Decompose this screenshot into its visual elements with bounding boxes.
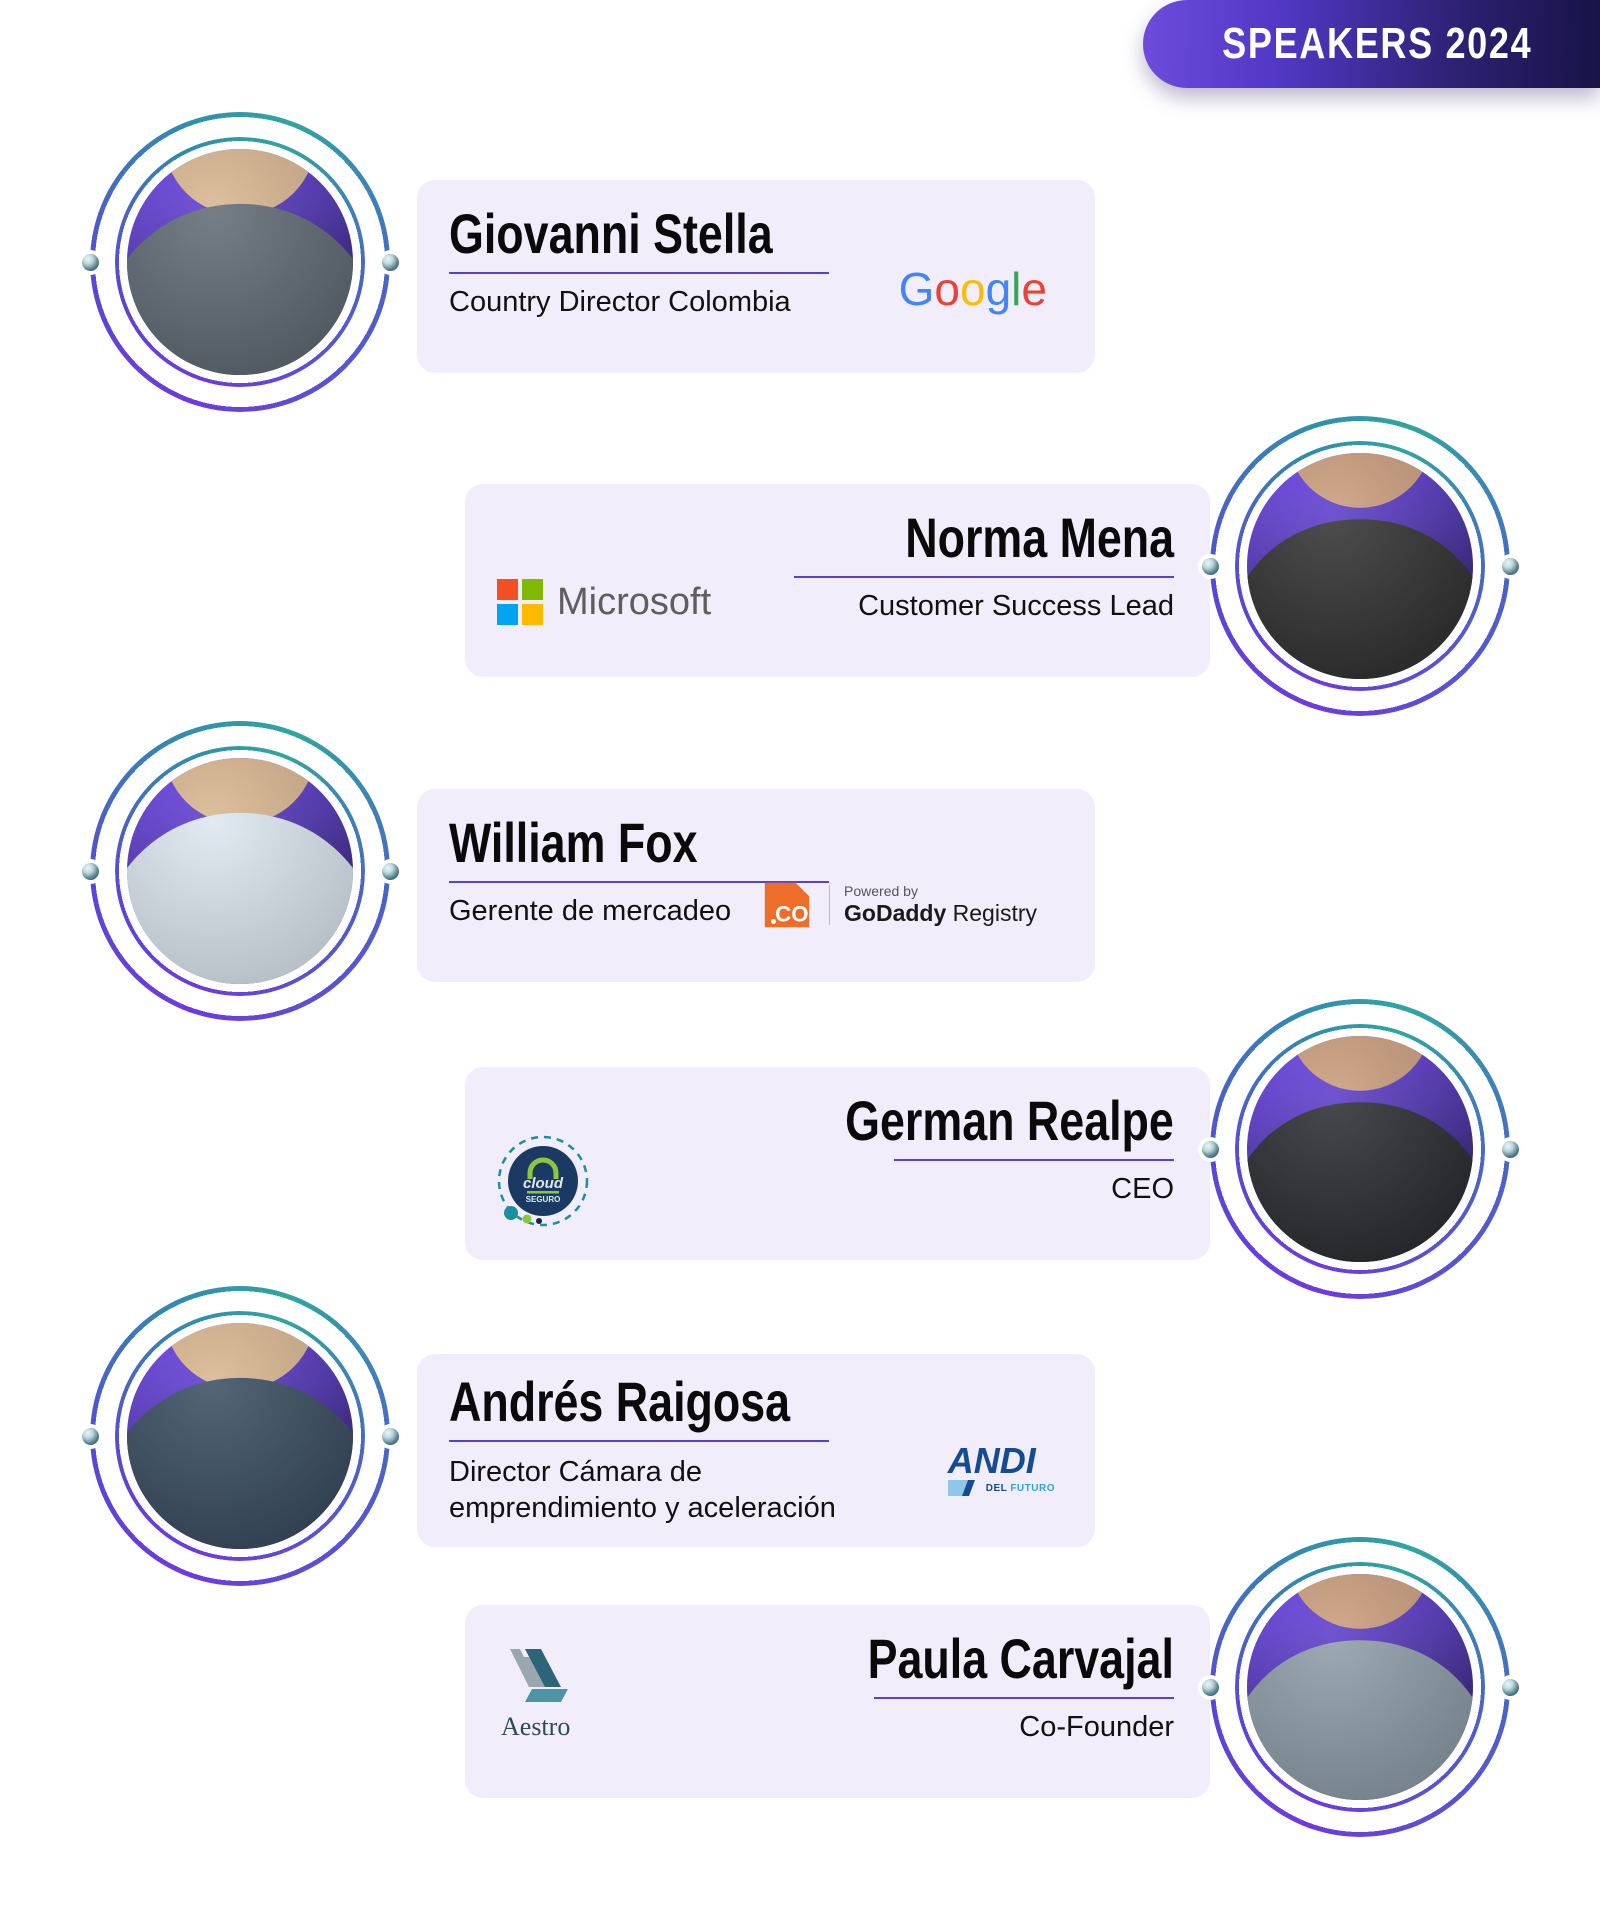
svg-text:cloud: cloud	[523, 1175, 564, 1192]
svg-text:SEGURO: SEGURO	[526, 1195, 561, 1204]
svg-text:CO: CO	[775, 901, 808, 926]
